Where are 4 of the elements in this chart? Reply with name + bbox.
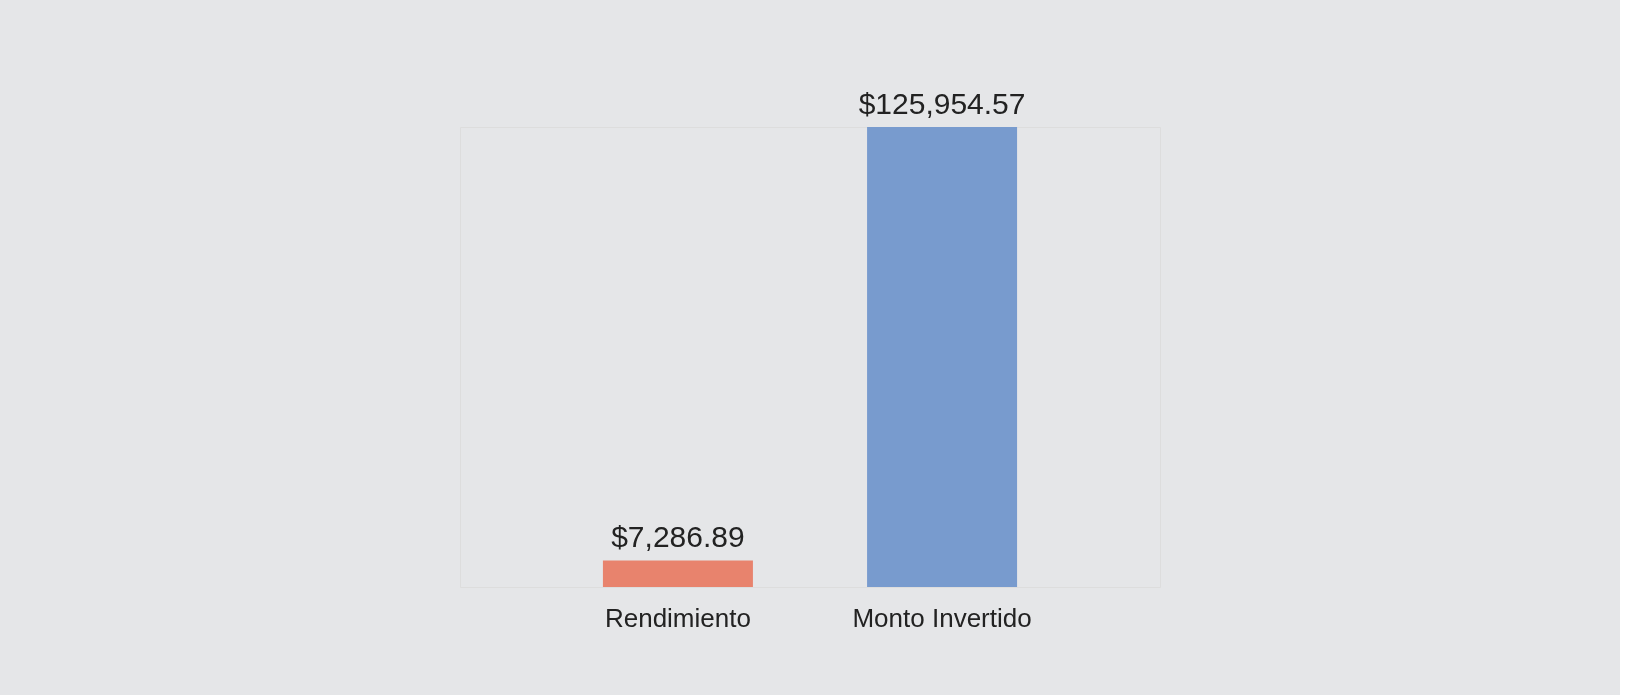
x-tick-label: Rendimiento — [604, 602, 751, 633]
data-label: $7,286.89 — [611, 520, 745, 554]
data-label: $125,954.57 — [858, 87, 1026, 120]
x-tick-label: Monto Invertido — [852, 602, 1032, 633]
